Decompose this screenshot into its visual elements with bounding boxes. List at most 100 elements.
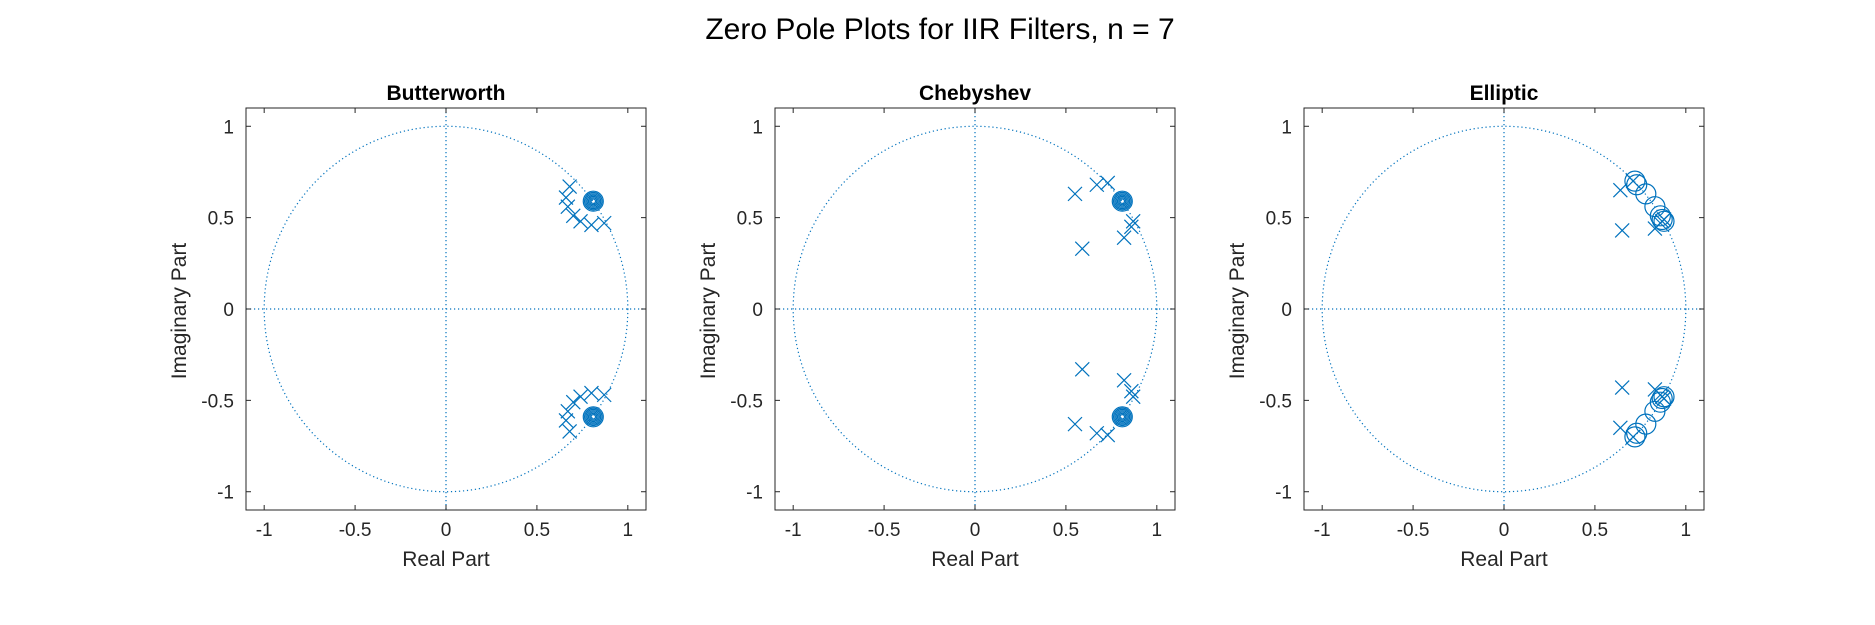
zero-marker [1112,407,1132,427]
pole-marker [1656,212,1672,227]
pole-marker [1625,173,1641,189]
subplot-chebyshev: -1 -0.5 0 0.5 1 1 0.5 0 -0.5 -1 Chebyshev Real Pa… [697,82,1176,571]
y-tick-label: -1 [217,483,234,504]
pole-stroke [573,213,588,229]
plot-area: -1 -0.5 0 0.5 1 1 0.5 0 -0.5 -1 [1259,107,1705,541]
y-tick-label: -1 [746,483,763,504]
pole-marker [584,385,599,401]
pole-stroke [1100,175,1116,191]
zero-marker [583,191,603,211]
pole-stroke [1125,389,1141,405]
zero-marker [1112,191,1132,211]
pole-stroke [558,413,574,428]
subplot-title: Butterworth [387,82,506,105]
x-tick-label: -1 [256,520,273,541]
y-tick-label: 0.5 [1266,209,1292,230]
pole-marker [562,179,578,194]
pole-stroke [558,190,574,205]
zero-marker [582,190,604,212]
zero-marker [585,408,602,425]
pole-marker [1100,427,1116,443]
zero-marker [1626,174,1648,196]
pole-stroke [565,394,581,410]
subplot-butterworth: -1 -0.5 0 0.5 1 1 0.5 0 -0.5 -1 Butterworth Real … [168,82,647,571]
pole-marker [558,190,574,205]
pole-stroke [1116,372,1132,388]
pole-marker [1612,182,1628,198]
zero-marker [587,411,599,423]
pole-marker [1614,380,1630,395]
pole-stroke [1116,230,1132,246]
zero-marker [1653,386,1675,408]
pole-marker [1656,391,1672,406]
zero-marker [1111,190,1133,212]
pole-stroke [1625,429,1641,445]
zero-marker [590,198,597,204]
pole-marker [565,394,581,410]
unit-circle [1321,125,1687,493]
zero-marker [1116,411,1128,423]
pole-marker [1116,230,1132,246]
plot-area: -1 -0.5 0 0.5 1 1 0.5 0 -0.5 -1 [201,107,647,541]
unit-circle [792,125,1158,493]
subplot-elliptic: -1 -0.5 0 0.5 1 1 0.5 0 -0.5 -1 Elliptic Real Par… [1226,82,1705,571]
pole-marker [562,424,578,439]
x-tick-label: 0.5 [524,520,550,541]
pole-stroke [560,403,576,419]
x-tick-label: -0.5 [868,520,901,541]
x-tick-label: 1 [623,520,634,541]
pole-marker [1614,223,1630,238]
zero-marker [1111,406,1133,428]
y-tick-label: 0 [752,300,763,321]
y-tick-label: 0.5 [737,209,763,230]
pole-stroke [562,179,578,194]
zero-marker [589,197,598,206]
pole-marker [560,403,576,419]
zero-marker [1119,414,1126,420]
zero-marker [1115,194,1129,208]
y-tick-label: 0.5 [208,209,234,230]
y-axis-label: Imaginary Part [1226,243,1249,380]
pole-stroke [584,217,599,233]
y-tick-label: 0 [223,300,234,321]
pole-marker [1625,429,1641,445]
pole-stroke [1614,223,1630,238]
pole-stroke [573,389,588,405]
zero-marker [1651,208,1673,231]
x-tick-label: -0.5 [1397,520,1430,541]
y-tick-label: 1 [1281,117,1292,138]
pole-stroke [565,208,581,224]
pole-marker [1123,383,1139,399]
y-tick-label: -1 [1275,483,1292,504]
x-tick-label: 1 [1152,520,1163,541]
pole-marker [1067,416,1083,432]
pole-marker [1074,361,1090,377]
pole-stroke [1067,186,1083,202]
x-axis-label: Real Part [931,548,1019,571]
y-tick-label: 1 [223,117,234,138]
y-tick-label: 1 [752,117,763,138]
pole-marker [596,387,612,403]
x-axis-label: Real Part [1460,548,1548,571]
x-tick-label: 0 [970,520,981,541]
y-tick-label: -0.5 [1259,391,1292,412]
unit-circle [263,125,629,493]
y-axis-label: Imaginary Part [697,243,720,380]
pole-stroke [1656,212,1672,227]
zero-marker [1114,193,1131,210]
zero-marker [1115,410,1129,424]
pole-marker [573,213,588,229]
pole-marker [1125,213,1141,229]
pole-marker [1125,389,1141,405]
x-tick-label: 0.5 [1053,520,1079,541]
x-tick-label: 0.5 [1582,520,1608,541]
pole-stroke [1089,177,1105,193]
pole-stroke [1656,391,1672,406]
zero-marker [1116,195,1128,207]
zero-marker [1626,422,1648,444]
y-tick-label: 0 [1281,300,1292,321]
pole-stroke [596,387,612,403]
zero-marker [586,194,600,208]
x-tick-label: 0 [1499,520,1510,541]
